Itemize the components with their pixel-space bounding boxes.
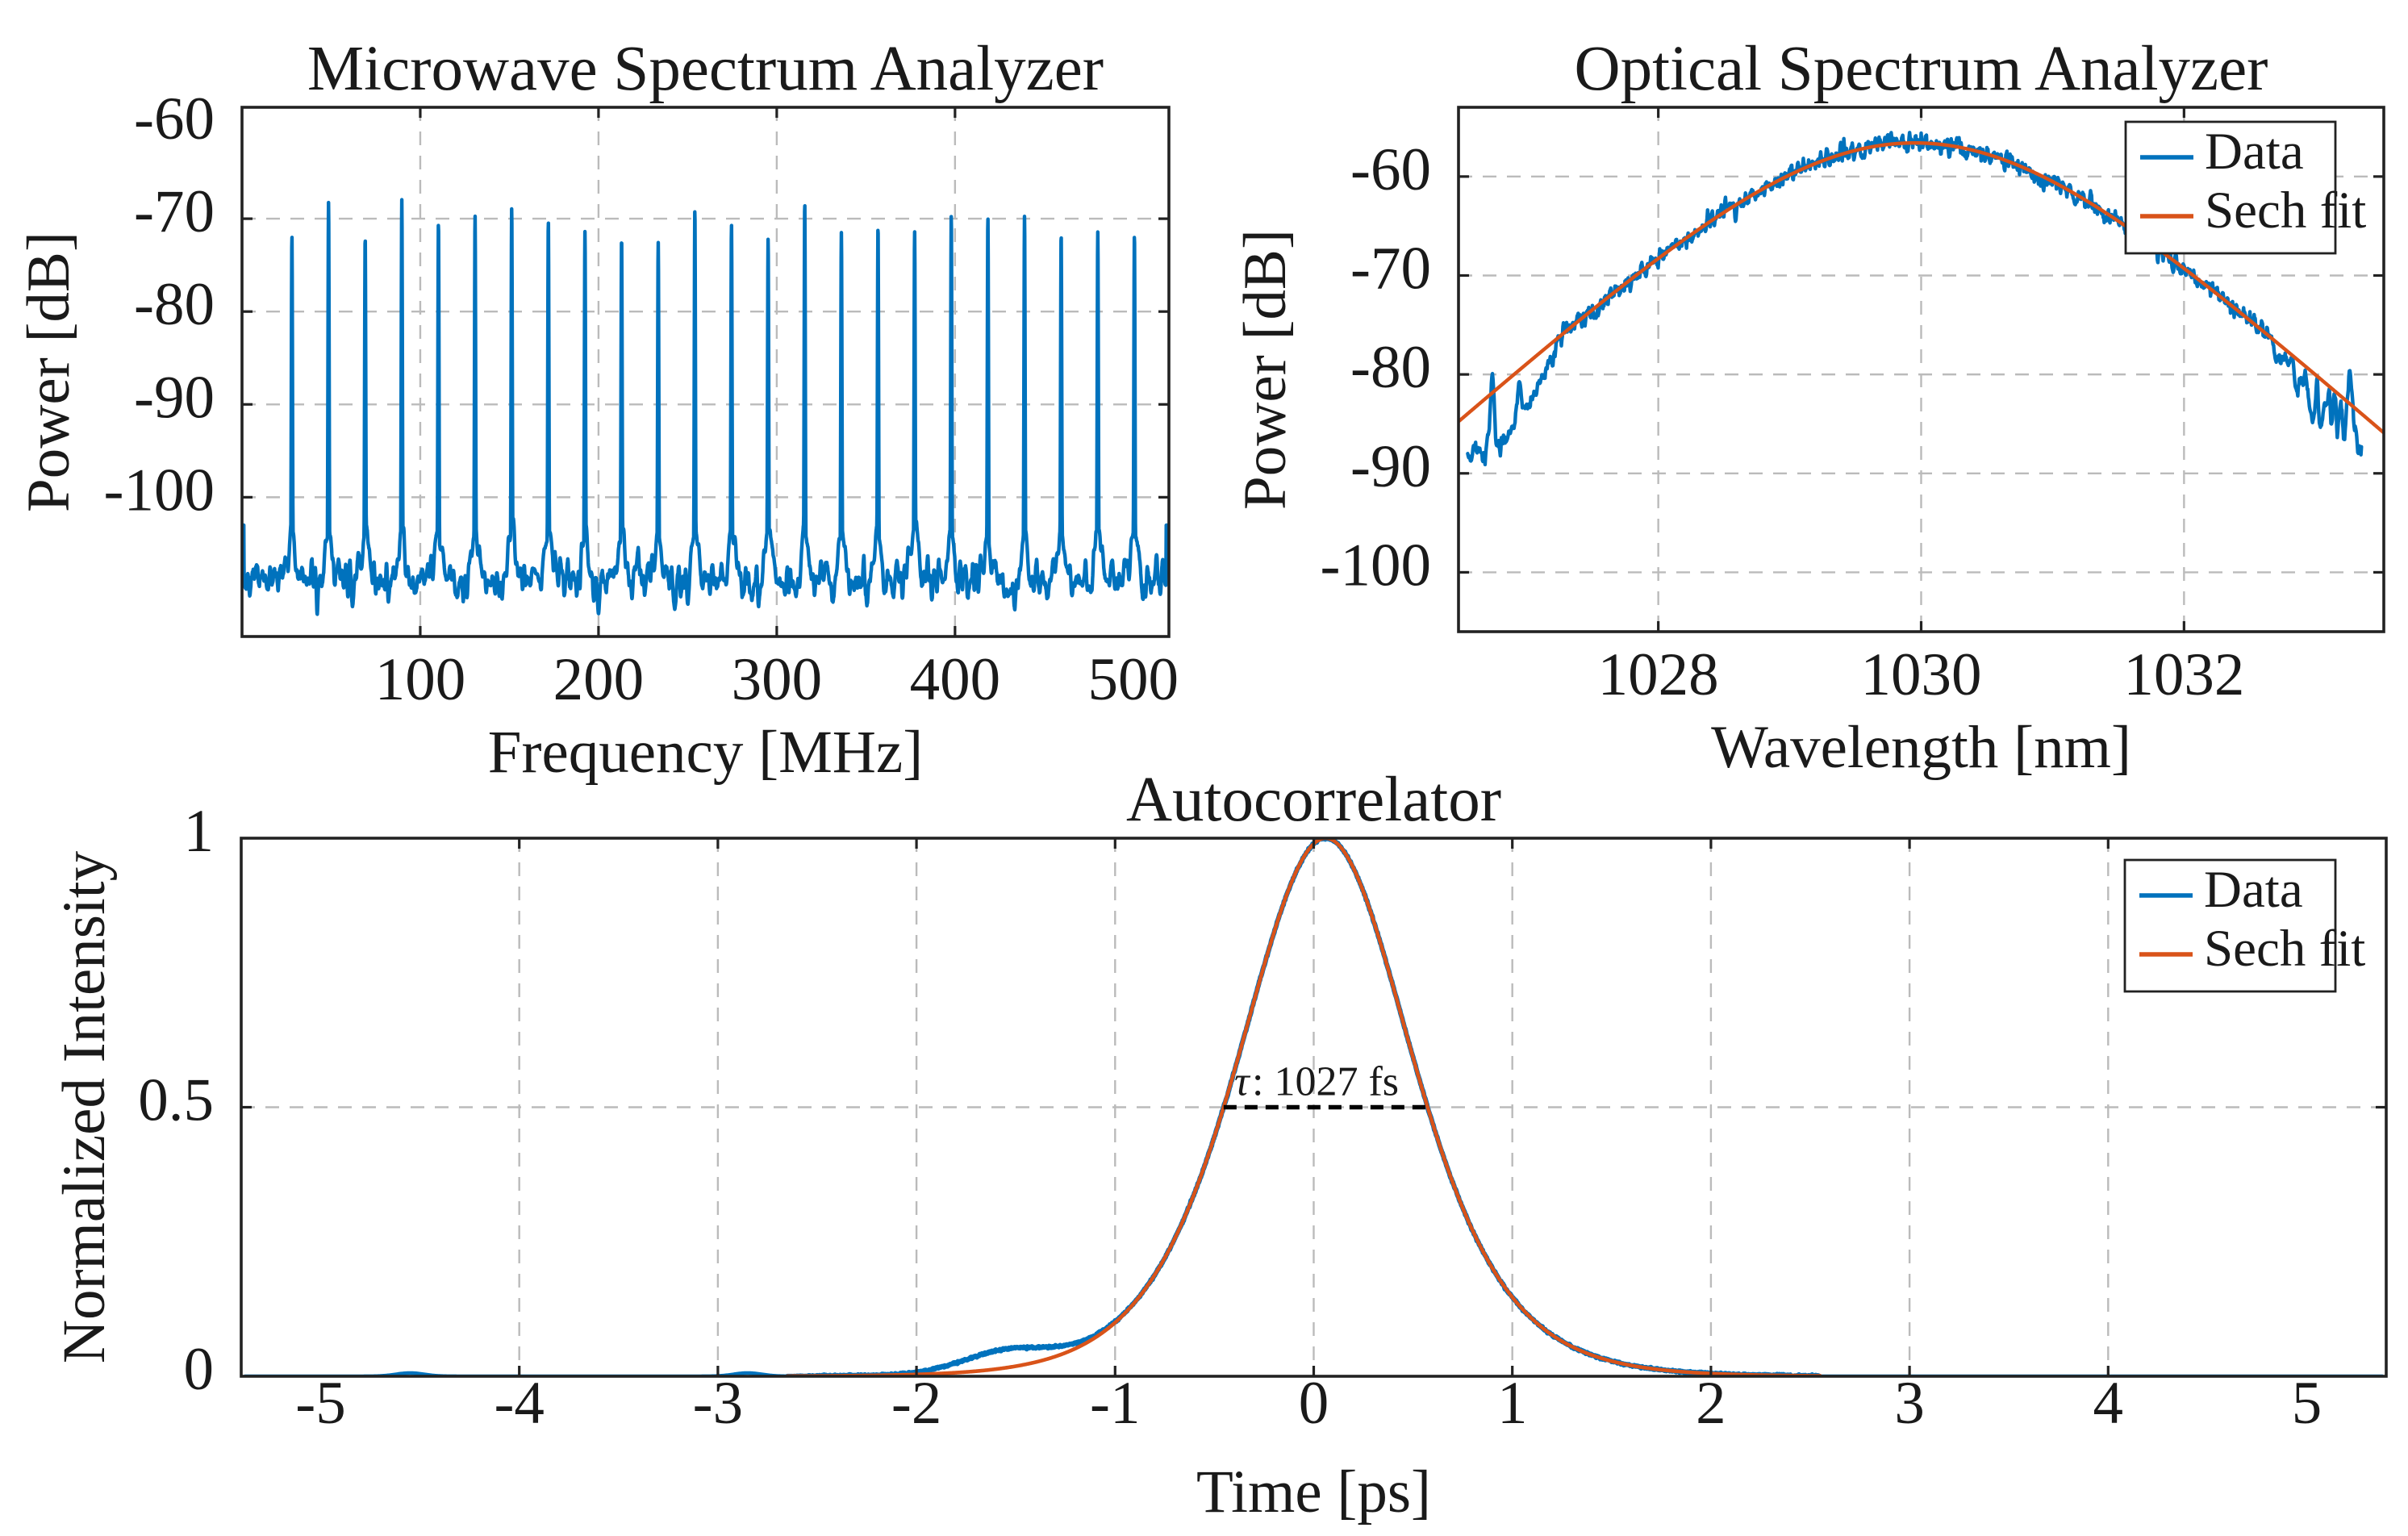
svg-text:-80: -80 (1350, 334, 1431, 401)
svg-text:0.5: 0.5 (138, 1067, 214, 1134)
svg-text:Wavelength [nm]: Wavelength [nm] (1711, 714, 2131, 781)
svg-text:-90: -90 (1350, 433, 1431, 500)
svg-text:-2: -2 (891, 1370, 941, 1437)
svg-text:-4: -4 (494, 1370, 544, 1437)
svg-text:0: 0 (184, 1336, 215, 1403)
svg-text:1: 1 (184, 798, 215, 865)
svg-text:Optical Spectrum Analyzer: Optical Spectrum Analyzer (1575, 34, 2268, 104)
svg-text:400: 400 (910, 646, 1001, 713)
svg-text:Microwave Spectrum Analyzer: Microwave Spectrum Analyzer (307, 34, 1104, 104)
svg-text:-100: -100 (1321, 532, 1431, 599)
svg-text:Sech fit: Sech fit (2205, 182, 2366, 240)
svg-text:Power [dB]: Power [dB] (15, 232, 82, 512)
svg-text:Frequency [MHz]: Frequency [MHz] (488, 719, 923, 786)
svg-text:5: 5 (2292, 1370, 2322, 1437)
svg-text:4: 4 (2093, 1370, 2124, 1437)
svg-text:100: 100 (375, 646, 466, 713)
svg-text:: 1027 fs: : 1027 fs (1252, 1059, 1399, 1105)
svg-text:1030: 1030 (1861, 641, 1982, 708)
svg-text:500: 500 (1088, 646, 1179, 713)
svg-text:-90: -90 (134, 364, 215, 431)
svg-text:0: 0 (1299, 1370, 1329, 1437)
svg-text:1028: 1028 (1598, 641, 1719, 708)
svg-text:-1: -1 (1090, 1370, 1140, 1437)
svg-text:Time [ps]: Time [ps] (1196, 1459, 1431, 1526)
svg-text:-80: -80 (134, 271, 215, 338)
svg-text:-5: -5 (295, 1370, 345, 1437)
svg-text:τ: τ (1234, 1059, 1251, 1105)
svg-text:-60: -60 (134, 86, 215, 152)
svg-text:Sech fit: Sech fit (2204, 920, 2365, 978)
svg-text:2: 2 (1696, 1370, 1726, 1437)
svg-text:-100: -100 (104, 457, 215, 524)
svg-text:-70: -70 (134, 178, 215, 245)
svg-text:1: 1 (1497, 1370, 1528, 1437)
svg-text:-3: -3 (693, 1370, 743, 1437)
svg-text:200: 200 (553, 646, 645, 713)
svg-text:-70: -70 (1350, 235, 1431, 302)
svg-text:Power [dB]: Power [dB] (1232, 229, 1299, 510)
svg-text:3: 3 (1894, 1370, 1925, 1437)
svg-text:-60: -60 (1350, 136, 1431, 203)
svg-text:Normalized Intensity: Normalized Intensity (51, 850, 118, 1363)
svg-text:Autocorrelator: Autocorrelator (1126, 765, 1501, 835)
svg-text:1032: 1032 (2123, 641, 2244, 708)
svg-text:Data: Data (2204, 861, 2303, 919)
svg-text:Data: Data (2205, 123, 2304, 181)
svg-text:300: 300 (732, 646, 823, 713)
